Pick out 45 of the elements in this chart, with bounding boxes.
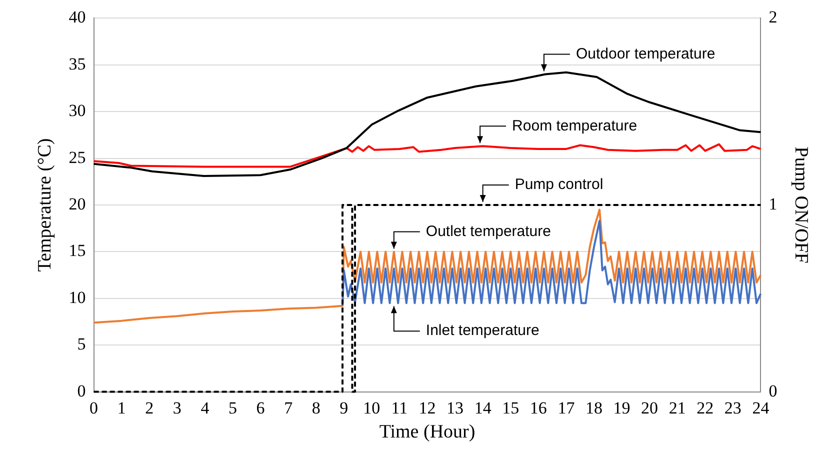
y-tick-label: 15 bbox=[68, 241, 86, 260]
annotation: Room temperature bbox=[512, 117, 638, 134]
x-tick-label: 7 bbox=[284, 398, 294, 418]
x-tick-label: 17 bbox=[558, 398, 576, 418]
y-tick-label: 25 bbox=[68, 148, 86, 167]
y-tick-label: 20 bbox=[68, 194, 86, 214]
x-tick-label: 5 bbox=[228, 398, 237, 418]
x-axis-title: Time (Hour) bbox=[379, 422, 476, 443]
y-tick-label: 40 bbox=[68, 8, 86, 27]
y-tick-label: 10 bbox=[68, 288, 86, 307]
x-tick-label: 13 bbox=[446, 398, 464, 418]
annotation: Outdoor temperature bbox=[576, 45, 716, 62]
y-axis-title: Temperature (°C) bbox=[34, 138, 56, 272]
x-tick-label: 4 bbox=[200, 398, 210, 418]
x-tick-label: 3 bbox=[172, 398, 182, 418]
x-tick-label: 20 bbox=[641, 398, 658, 418]
annotation: Outlet temperature bbox=[426, 222, 551, 240]
x-tick-label: 22 bbox=[696, 398, 714, 418]
x-tick-label: 16 bbox=[530, 398, 547, 418]
x-tick-label: 19 bbox=[613, 398, 630, 418]
y-tick-label: 35 bbox=[68, 54, 86, 74]
y2-tick-label: 1 bbox=[768, 194, 778, 214]
y-tick-label: 30 bbox=[68, 101, 86, 120]
annotation: Pump control bbox=[514, 176, 604, 194]
x-tick-label: 23 bbox=[724, 398, 742, 418]
annotation: Inlet temperature bbox=[426, 322, 540, 340]
x-tick-label: 2 bbox=[145, 398, 154, 418]
x-tick-label: 12 bbox=[418, 398, 436, 418]
y-tick-label: 0 bbox=[77, 381, 86, 400]
y-tick-label: 5 bbox=[77, 334, 86, 354]
x-tick-label: 15 bbox=[502, 398, 520, 418]
x-tick-label: 0 bbox=[90, 398, 98, 418]
x-tick-label: 21 bbox=[668, 398, 686, 418]
x-tick-label: 18 bbox=[585, 398, 602, 418]
x-tick-label: 24 bbox=[752, 398, 770, 418]
y2-tick-label: 2 bbox=[768, 8, 778, 27]
x-tick-label: 14 bbox=[474, 398, 492, 418]
x-tick-label: 8 bbox=[312, 398, 320, 418]
x-tick-label: 1 bbox=[117, 398, 126, 418]
x-tick-label: 10 bbox=[363, 398, 380, 418]
y2-tick-label: 0 bbox=[768, 381, 778, 400]
y2-axis-title: Pump ON/OFF bbox=[790, 146, 812, 264]
x-tick-label: 9 bbox=[340, 398, 348, 418]
x-tick-label: 11 bbox=[391, 398, 408, 418]
x-tick-label: 6 bbox=[256, 398, 265, 418]
